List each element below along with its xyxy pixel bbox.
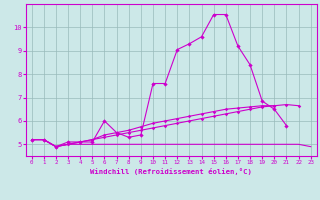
X-axis label: Windchill (Refroidissement éolien,°C): Windchill (Refroidissement éolien,°C)	[90, 168, 252, 175]
